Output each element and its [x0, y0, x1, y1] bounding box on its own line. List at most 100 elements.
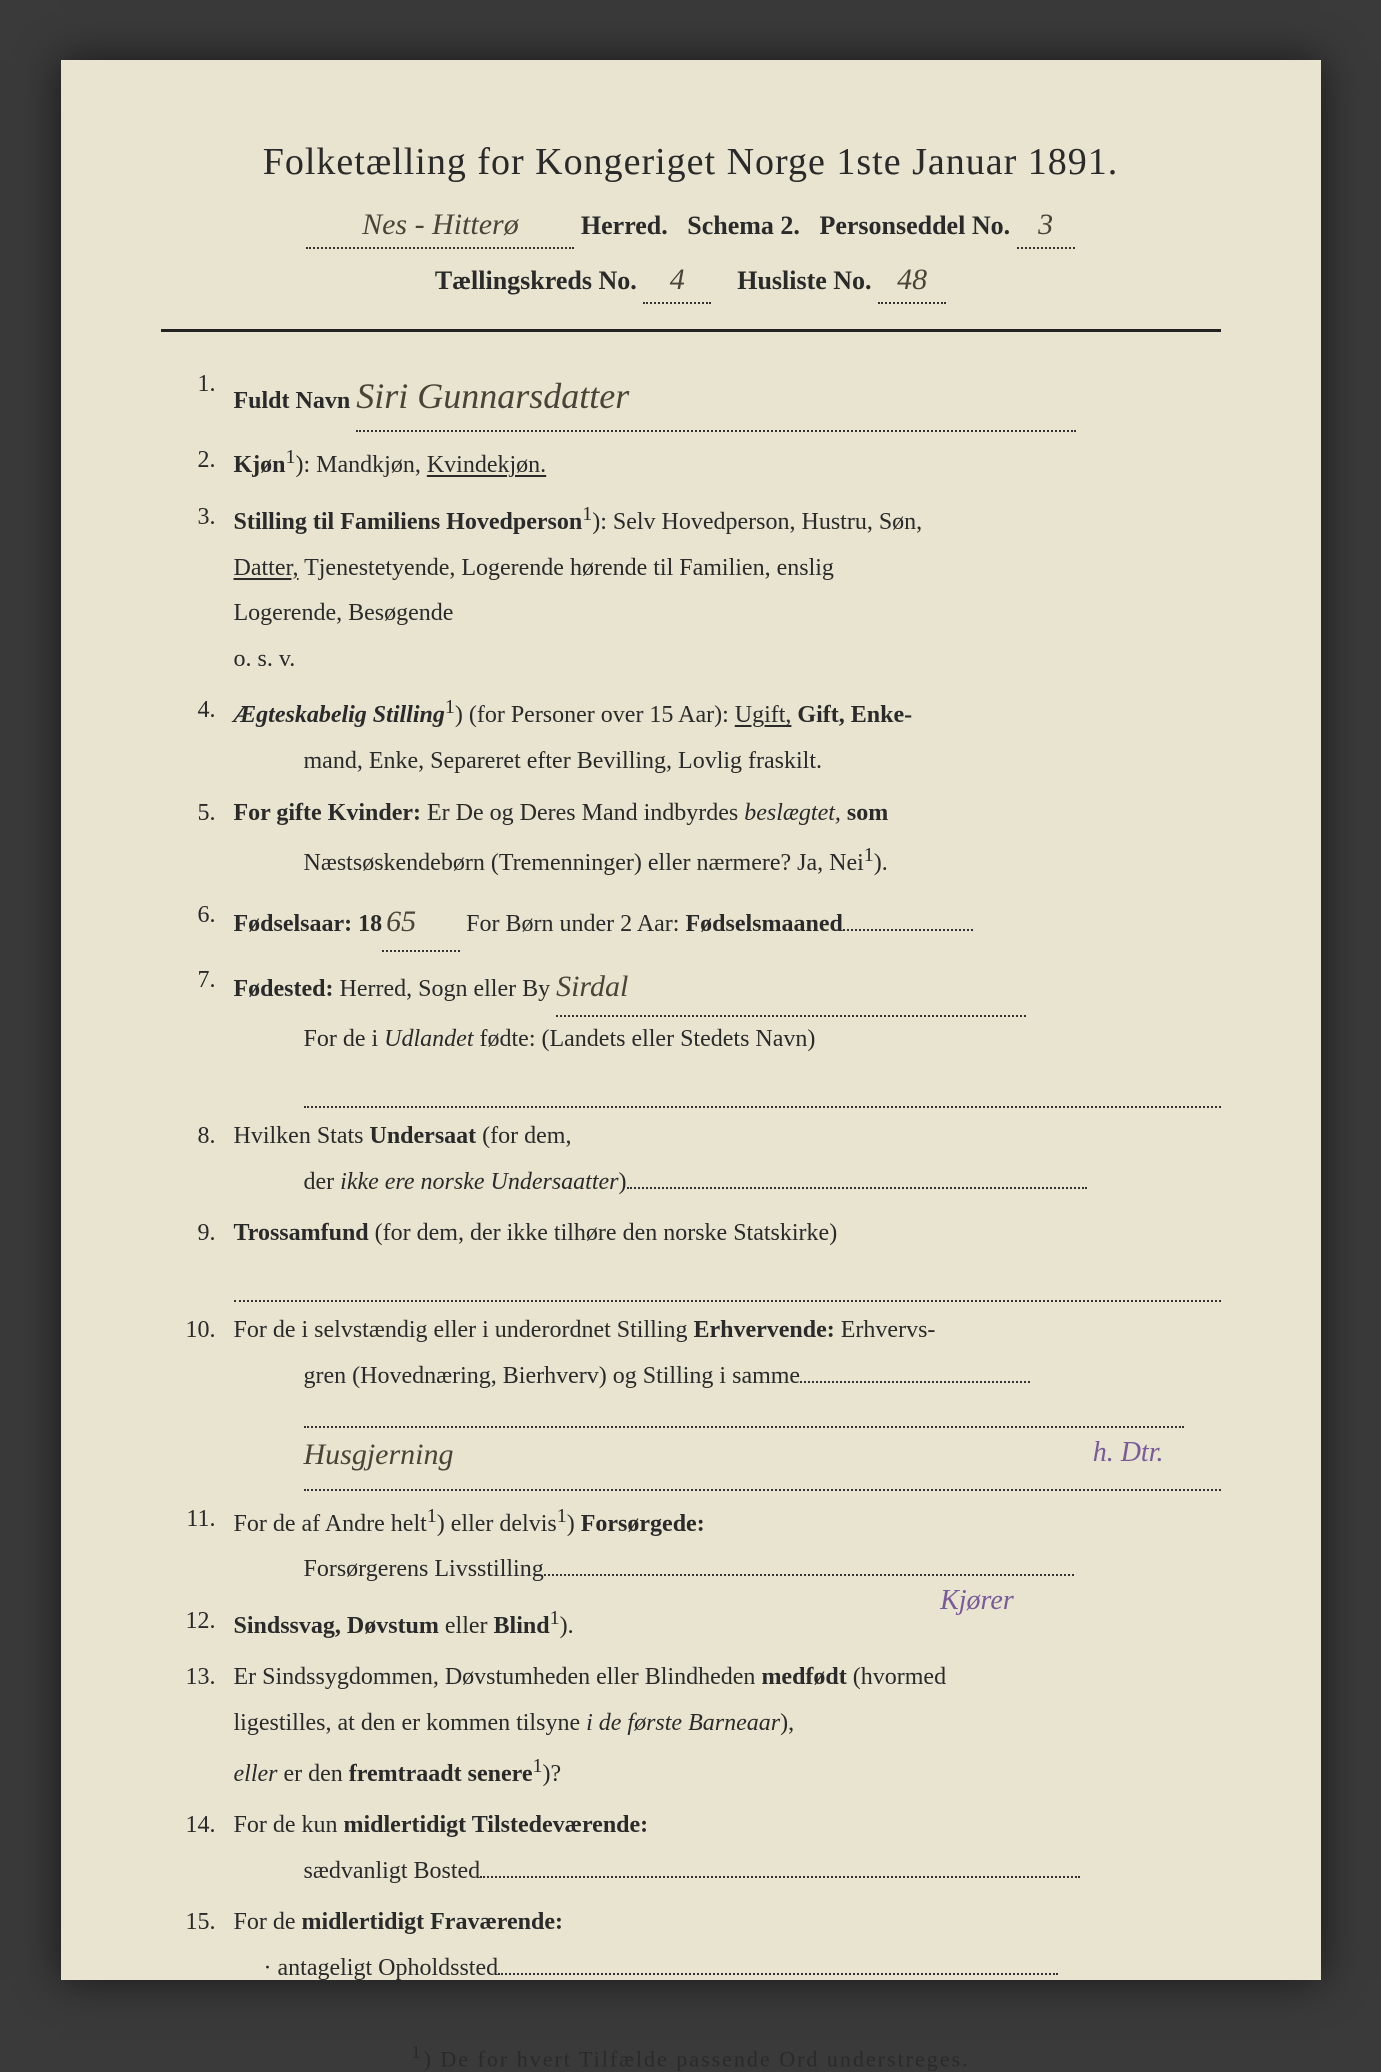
q11-label: Forsørgede:	[581, 1511, 705, 1537]
q9-content: Trossamfund (for dem, der ikke tilhøre d…	[234, 1211, 1221, 1302]
q5-sup: 1	[864, 844, 874, 866]
q1-num: 1.	[161, 362, 234, 432]
q10-text-a: For de i selvstændig eller i underordnet…	[234, 1317, 694, 1343]
q2-num: 2.	[161, 438, 234, 489]
q8-row: 8. Hvilken Stats Undersaat (for dem, der…	[161, 1114, 1221, 1205]
footnote: 1) De for hvert Tilfælde passende Ord un…	[161, 2042, 1221, 2072]
husliste-label: Husliste No.	[737, 266, 871, 295]
q5-italic-a: beslægtet,	[744, 800, 841, 826]
q2-row: 2. Kjøn1): Mandkjøn, Kvindekjøn.	[161, 438, 1221, 489]
q13-row: 13. Er Sindssygdommen, Døvstumheden elle…	[161, 1655, 1221, 1797]
q8-num: 8.	[161, 1114, 234, 1205]
q14-content: For de kun midlertidigt Tilstedeværende:…	[234, 1803, 1221, 1894]
kreds-no: 4	[643, 257, 711, 304]
q15-blank	[498, 1973, 1058, 1975]
q11-content: For de af Andre helt1) eller delvis1) Fo…	[234, 1497, 1221, 1593]
q13-text-f: )?	[542, 1761, 561, 1787]
q2-content: Kjøn1): Mandkjøn, Kvindekjøn.	[234, 438, 1221, 489]
q12-label-b: Blind	[494, 1613, 550, 1639]
q13-content: Er Sindssygdommen, Døvstumheden eller Bl…	[234, 1655, 1221, 1797]
header-divider	[161, 329, 1221, 332]
q4-row: 4. Ægteskabelig Stilling1) (for Personer…	[161, 688, 1221, 784]
q4-text-b: Gift, Enke-	[791, 702, 912, 728]
q14-num: 14.	[161, 1803, 234, 1894]
q14-blank	[480, 1876, 1080, 1878]
q2-label: Kjøn	[234, 452, 286, 478]
q4-text-a: ) (for Personer over 15 Aar):	[455, 702, 735, 728]
q4-text-c: mand, Enke, Separeret efter Bevilling, L…	[234, 748, 823, 774]
q11-value: Kjører	[940, 1574, 1014, 1627]
q15-label: midlertidigt Fraværende:	[302, 1909, 564, 1935]
q15-content: For de midlertidigt Fraværende: · antage…	[234, 1900, 1221, 1991]
q6-label-b: Fødselsmaaned	[685, 911, 842, 937]
q5-num: 5.	[161, 791, 234, 887]
q8-content: Hvilken Stats Undersaat (for dem, der ik…	[234, 1114, 1221, 1205]
q6-text-a: For Børn under 2 Aar:	[460, 911, 685, 937]
q6-content: Fødselsaar: 1865 For Børn under 2 Aar: F…	[234, 893, 1221, 952]
q10-text-c: gren (Hovednæring, Bierhverv) og Stillin…	[234, 1363, 801, 1389]
q15-text-b: antageligt Opholdssted	[278, 1955, 499, 1981]
q3-num: 3.	[161, 495, 234, 682]
q8-italic-c: ikke ere norske Undersaatter	[340, 1169, 618, 1195]
q8-text-a: Hvilken Stats	[234, 1123, 370, 1149]
q12-sup: 1	[550, 1607, 560, 1629]
q12-text-b: ).	[560, 1613, 574, 1639]
q3-text-d: o. s. v.	[234, 646, 296, 672]
q11-text-c: )	[567, 1511, 581, 1537]
q12-content: Sindssvag, Døvstum eller Blind1).	[234, 1599, 1221, 1650]
schema-label: Schema 2.	[687, 211, 800, 240]
q13-italic-e: eller	[234, 1761, 278, 1787]
q6-label: Fødselsaar: 18	[234, 911, 383, 937]
kreds-line: Tællingskreds No. 4 Husliste No. 48	[161, 257, 1221, 304]
q13-text-a: Er Sindssygdommen, Døvstumheden eller Bl…	[234, 1664, 762, 1690]
q1-content: Fuldt Navn Siri Gunnarsdatter	[234, 362, 1221, 432]
herred-line: Nes - Hitterø Herred. Schema 2. Personse…	[161, 202, 1221, 249]
q10-num: 10.	[161, 1308, 234, 1490]
q5-text-c: Næstsøskendebørn (Tremenninger) eller næ…	[234, 850, 864, 876]
q11-row: 11. For de af Andre helt1) eller delvis1…	[161, 1497, 1221, 1593]
q11-text-d: Forsørgerens Livsstilling	[234, 1556, 544, 1582]
q11-text-a: For de af Andre helt	[234, 1511, 427, 1537]
q6-num: 6.	[161, 893, 234, 952]
q14-row: 14. For de kun midlertidigt Tilstedevære…	[161, 1803, 1221, 1894]
q11-sup-b: 1	[557, 1505, 567, 1527]
q7-row: 7. Fødested: Herred, Sogn eller By Sirda…	[161, 958, 1221, 1108]
q13-text-c: ligestilles, at den er kommen tilsyne	[234, 1710, 587, 1736]
q10-blank-a	[800, 1381, 1030, 1383]
q4-underlined: Ugift,	[735, 702, 792, 728]
q6-row: 6. Fødselsaar: 1865 For Børn under 2 Aar…	[161, 893, 1221, 952]
q3-text-a: ): Selv Hovedperson, Hustru, Søn,	[592, 509, 922, 535]
q3-label: Stilling til Familiens Hovedperson	[234, 509, 583, 535]
q6-blank	[843, 929, 973, 931]
q15-row: 15. For de midlertidigt Fraværende: · an…	[161, 1900, 1221, 1991]
q9-num: 9.	[161, 1211, 234, 1302]
q13-sup: 1	[532, 1755, 542, 1777]
q12-text-a: eller	[439, 1613, 494, 1639]
q1-row: 1. Fuldt Navn Siri Gunnarsdatter	[161, 362, 1221, 432]
q7-num: 7.	[161, 958, 234, 1108]
q8-text-b: (for dem,	[476, 1123, 571, 1149]
q11-sup-a: 1	[427, 1505, 437, 1527]
q6-year: 65	[382, 893, 460, 952]
q11-text-b: ) eller delvis	[437, 1511, 557, 1537]
q14-text-a: For de kun	[234, 1812, 344, 1838]
form-header: Folketælling for Kongeriget Norge 1ste J…	[161, 140, 1221, 304]
q1-label: Fuldt Navn	[234, 388, 351, 414]
q9-text-a: (for dem, der ikke tilhøre den norske St…	[369, 1220, 838, 1246]
q2-sup: 1	[286, 446, 296, 468]
q3-text-c: Logerende, Besøgende	[234, 600, 454, 626]
q3-sup: 1	[582, 503, 592, 525]
q12-label-a: Sindssvag, Døvstum	[234, 1613, 439, 1639]
q10-row: 10. For de i selvstændig eller i underor…	[161, 1308, 1221, 1490]
q7-content: Fødested: Herred, Sogn eller By Sirdal F…	[234, 958, 1221, 1108]
q8-blank	[627, 1187, 1087, 1189]
q8-label: Undersaat	[370, 1123, 477, 1149]
q10-value-a: Husgjerning	[304, 1426, 454, 1483]
q9-row: 9. Trossamfund (for dem, der ikke tilhør…	[161, 1211, 1221, 1302]
q7-text-b: For de i	[304, 1026, 385, 1052]
q11-num: 11.	[161, 1497, 234, 1593]
form-title: Folketælling for Kongeriget Norge 1ste J…	[161, 140, 1221, 184]
q3-content: Stilling til Familiens Hovedperson1): Se…	[234, 495, 1221, 682]
q10-label: Erhvervende:	[693, 1317, 834, 1343]
kreds-label: Tællingskreds No.	[435, 266, 637, 295]
